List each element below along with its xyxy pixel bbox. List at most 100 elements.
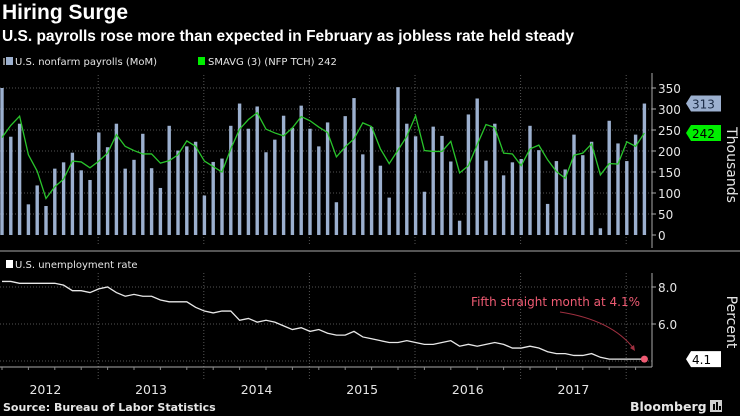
legend-swatch-sma	[198, 57, 205, 65]
payroll-bar	[105, 147, 110, 235]
payroll-bar	[185, 146, 189, 235]
payroll-bar	[519, 158, 523, 235]
payroll-bar	[176, 150, 180, 235]
payrolls-panel: 0 50 100 150 200 250 300 350 U.S. nonfarm payrol…	[0, 57, 739, 248]
payroll-bar	[413, 136, 418, 235]
legend-swatch-unemployment	[6, 260, 13, 268]
legend-label-unemployment: U.S. unemployment rate	[15, 260, 138, 271]
payroll-bar	[246, 128, 251, 235]
y-tick-label: 8.0	[658, 281, 677, 295]
payroll-bar	[616, 143, 620, 235]
sma-line	[1, 111, 645, 200]
y-tick-label: 300	[658, 103, 681, 117]
legend-label-payrolls: U.S. nonfarm payrolls (MoM)	[15, 57, 157, 68]
payroll-bar	[70, 152, 75, 235]
x-tick-label: 2014	[241, 382, 273, 397]
sma-last-badge-label: 242	[692, 127, 715, 141]
annotation-arrow	[559, 311, 635, 350]
y-axis-title: Thousands	[723, 126, 739, 203]
y-tick-label: 150	[658, 166, 681, 180]
payroll-bar	[334, 202, 339, 235]
y-axis-title: Percent	[723, 296, 739, 349]
payroll-bar	[97, 132, 101, 235]
payroll-bar	[493, 123, 497, 235]
payroll-bar	[141, 133, 145, 235]
payroll-bar	[61, 162, 66, 235]
payroll-bar	[229, 125, 233, 235]
payroll-bar	[273, 139, 277, 235]
payroll-bar	[581, 155, 585, 235]
payroll-bar	[343, 116, 347, 235]
payroll-bar	[88, 179, 92, 235]
payroll-bar	[625, 161, 629, 235]
payroll-bar	[405, 123, 409, 235]
payroll-bar	[317, 146, 321, 235]
payroll-bar	[510, 162, 515, 235]
payroll-bar	[35, 185, 39, 235]
payroll-bar	[501, 175, 506, 235]
y-tick-label: 350	[658, 82, 681, 96]
payrolls-last-badge	[686, 95, 721, 112]
payroll-bar	[387, 197, 391, 235]
payroll-bar	[79, 170, 83, 235]
y-tick-label: 250	[658, 124, 681, 138]
y-tick-label: 50	[658, 208, 673, 222]
payrolls-last-badge-label: 313	[692, 98, 715, 112]
payroll-bar	[475, 98, 479, 235]
chart-title: Hiring Surge	[2, 1, 129, 24]
payroll-bar	[484, 160, 488, 235]
payroll-bar	[220, 158, 224, 235]
payroll-bar	[0, 88, 4, 235]
unemployment-last-badge	[686, 351, 721, 368]
payroll-bar	[281, 115, 286, 235]
payroll-bar	[193, 141, 198, 235]
payroll-bar	[211, 161, 215, 235]
payroll-bar	[563, 169, 567, 235]
payroll-bar	[202, 195, 207, 235]
payroll-bar	[9, 136, 13, 235]
payroll-bar	[299, 105, 303, 235]
payroll-bar	[457, 220, 462, 235]
x-tick-label: 2015	[346, 382, 378, 397]
payroll-bar	[123, 168, 127, 235]
x-tick-label: 2017	[557, 382, 589, 397]
chart-subtitle: U.S. payrolls rose more than expected in…	[2, 28, 574, 45]
payroll-bar	[308, 128, 312, 235]
unemployment-last-badge-label: 4.1	[692, 353, 711, 367]
y-tick-label: 6.0	[658, 318, 677, 332]
payroll-bar	[264, 152, 268, 235]
payroll-bar	[53, 168, 57, 235]
last-point-marker	[640, 355, 648, 363]
payroll-bar	[114, 123, 119, 235]
x-tick-label: 2016	[452, 382, 484, 397]
source-note: Source: Bureau of Labor Statistics	[3, 401, 216, 414]
unemployment-panel: U.S. unemployment rate 8.0 6.0 4.1 Percent Fi…	[0, 260, 739, 397]
payroll-bar	[598, 228, 603, 235]
payroll-bar	[572, 134, 576, 235]
payroll-bar	[352, 98, 356, 235]
payroll-bar	[607, 120, 611, 235]
sma-last-badge	[686, 124, 721, 141]
payroll-bar	[422, 191, 427, 235]
x-tick-label: 2012	[29, 382, 61, 397]
payroll-bar	[431, 126, 435, 235]
payroll-bar	[26, 204, 31, 235]
payroll-bar	[17, 123, 22, 235]
legend-handle-icon	[3, 58, 5, 65]
payroll-bar	[290, 127, 295, 235]
legend-swatch-payrolls	[6, 57, 13, 65]
bloomberg-logo: Bloomberg	[630, 399, 707, 414]
payroll-bar	[237, 103, 242, 235]
payroll-bar	[449, 161, 453, 235]
bloomberg-chart-icon	[710, 400, 722, 412]
payroll-bar	[255, 106, 259, 235]
payroll-bar	[545, 203, 550, 235]
payroll-bar	[132, 159, 136, 235]
payroll-bar	[158, 187, 163, 235]
payroll-bar	[167, 125, 171, 235]
payroll-bar	[528, 125, 532, 235]
payroll-bar	[369, 127, 374, 235]
payroll-bar	[325, 122, 330, 235]
payroll-bar	[466, 114, 471, 235]
